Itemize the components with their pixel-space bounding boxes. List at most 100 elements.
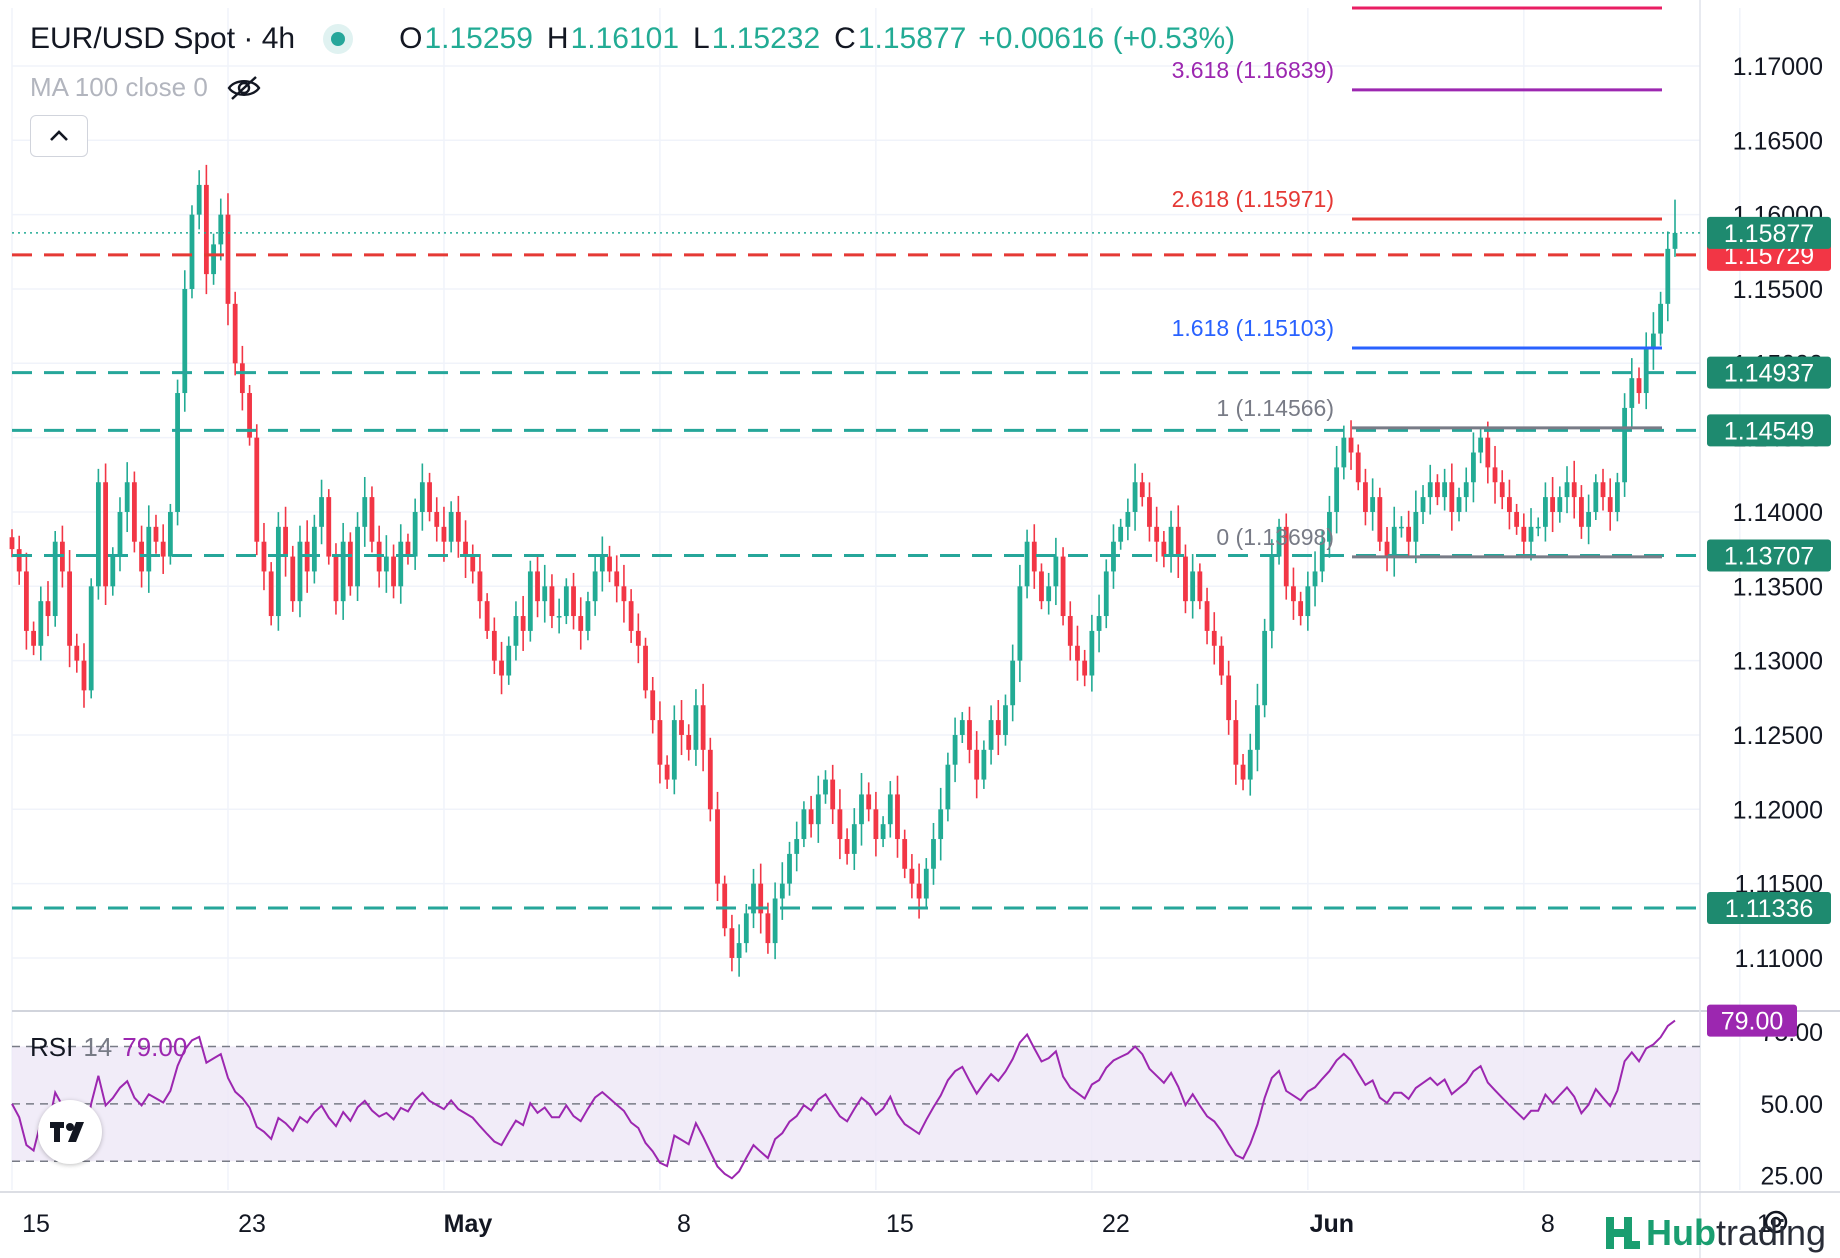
candle-body bbox=[1226, 675, 1232, 721]
candle-body bbox=[967, 720, 972, 750]
candle-body bbox=[340, 541, 346, 602]
candle-body bbox=[333, 556, 339, 602]
candle-body bbox=[859, 794, 864, 825]
candle-body bbox=[1449, 482, 1455, 512]
candle-body bbox=[1586, 511, 1592, 527]
collapse-legend-button[interactable] bbox=[30, 115, 88, 157]
candle-body bbox=[67, 571, 72, 646]
candle-body bbox=[1456, 497, 1462, 512]
candle-body bbox=[952, 734, 958, 765]
rsi-legend[interactable]: RSI 14 79.00 bbox=[30, 1032, 187, 1063]
candle-body bbox=[1557, 497, 1563, 512]
open-value: 1.15259 bbox=[424, 22, 533, 55]
candle-body bbox=[290, 556, 296, 602]
candle-body bbox=[1672, 232, 1678, 249]
candle-body bbox=[9, 537, 15, 550]
candle-body bbox=[664, 764, 670, 780]
candle-body bbox=[398, 541, 404, 587]
candle-body bbox=[1492, 467, 1498, 483]
candle-body bbox=[211, 244, 216, 275]
hubtrading-logo: Hub trading bbox=[1602, 1212, 1826, 1254]
candle-body bbox=[995, 720, 1001, 735]
time-tick-label: May bbox=[444, 1210, 493, 1238]
candle-body bbox=[880, 824, 886, 840]
candle-body bbox=[499, 660, 504, 676]
candle-body bbox=[1298, 601, 1304, 617]
candle-body bbox=[182, 288, 188, 394]
candle-body bbox=[38, 601, 44, 646]
candle-body bbox=[1435, 482, 1440, 498]
ma-indicator-legend[interactable]: MA 100 close 0 bbox=[30, 72, 262, 103]
candle-body bbox=[1651, 333, 1656, 349]
candle-body bbox=[873, 809, 879, 840]
candle-body bbox=[175, 393, 180, 512]
candle-body bbox=[1305, 586, 1311, 617]
candle-body bbox=[31, 630, 36, 646]
candle-body bbox=[1636, 378, 1642, 394]
candle-body bbox=[1341, 437, 1347, 468]
eye-off-icon[interactable] bbox=[226, 75, 262, 101]
candle-body bbox=[218, 214, 224, 245]
candle-body bbox=[751, 883, 756, 914]
candle-body bbox=[81, 660, 87, 691]
high-label: H bbox=[546, 22, 569, 55]
candle-body bbox=[923, 868, 929, 899]
candle-body bbox=[671, 720, 677, 780]
candle-body bbox=[1154, 526, 1160, 542]
candle-body bbox=[556, 616, 562, 618]
candle-body bbox=[1478, 437, 1484, 453]
candle-body bbox=[909, 868, 915, 884]
market-status-icon[interactable] bbox=[331, 32, 346, 46]
candle-body bbox=[758, 883, 764, 914]
candle-body bbox=[931, 839, 936, 869]
brand-part-trading: trading bbox=[1715, 1212, 1827, 1253]
candle-body bbox=[743, 913, 749, 944]
candle-body bbox=[1003, 705, 1008, 735]
candle-body bbox=[650, 690, 656, 721]
price-tick-label: 1.11000 bbox=[1734, 945, 1823, 973]
price-badge bbox=[1707, 356, 1831, 389]
time-tick-label: 15 bbox=[22, 1210, 50, 1238]
candle-body bbox=[1089, 630, 1095, 676]
candle-body bbox=[1240, 764, 1246, 780]
candle-body bbox=[103, 482, 108, 587]
candle-body bbox=[1053, 556, 1059, 587]
candle-body bbox=[203, 184, 209, 275]
candle-body bbox=[110, 556, 116, 587]
candle-body bbox=[16, 549, 22, 572]
tradingview-logo[interactable] bbox=[38, 1100, 102, 1164]
candle-body bbox=[455, 511, 461, 542]
time-tick-label: 8 bbox=[677, 1210, 691, 1238]
close-label: C bbox=[834, 22, 856, 55]
candle-body bbox=[88, 586, 94, 691]
candle-body bbox=[1384, 541, 1390, 557]
candle-body bbox=[549, 586, 555, 617]
candle-body bbox=[1622, 407, 1628, 483]
candle-body bbox=[95, 482, 101, 587]
candle-body bbox=[419, 482, 425, 512]
candle-body bbox=[1233, 720, 1239, 765]
price-badge bbox=[1707, 414, 1831, 447]
candle-body bbox=[477, 571, 483, 602]
price-badge bbox=[1707, 539, 1831, 572]
candle-body bbox=[1471, 452, 1476, 483]
high-value: 1.16101 bbox=[570, 22, 680, 55]
candle-body bbox=[628, 601, 634, 631]
price-tick-label: 1.15500 bbox=[1733, 276, 1823, 304]
candle-body bbox=[571, 586, 576, 617]
candle-body bbox=[23, 571, 29, 631]
candle-body bbox=[520, 616, 526, 631]
candle-body bbox=[1219, 645, 1224, 676]
price-tick-label: 1.13000 bbox=[1733, 648, 1823, 676]
candle-body bbox=[1010, 660, 1016, 706]
fib-level-label: 2.618 (1.15971) bbox=[1172, 186, 1334, 212]
candle-body bbox=[1607, 497, 1613, 512]
brand-part-hub: Hub bbox=[1646, 1212, 1716, 1253]
candle-body bbox=[1334, 467, 1340, 512]
candle-body bbox=[491, 630, 497, 661]
candle-body bbox=[427, 482, 432, 512]
symbol-title[interactable]: EUR/USD Spot · 4h bbox=[30, 22, 296, 55]
candle-body bbox=[1615, 482, 1620, 512]
price-tick-label: 1.12000 bbox=[1733, 796, 1823, 824]
